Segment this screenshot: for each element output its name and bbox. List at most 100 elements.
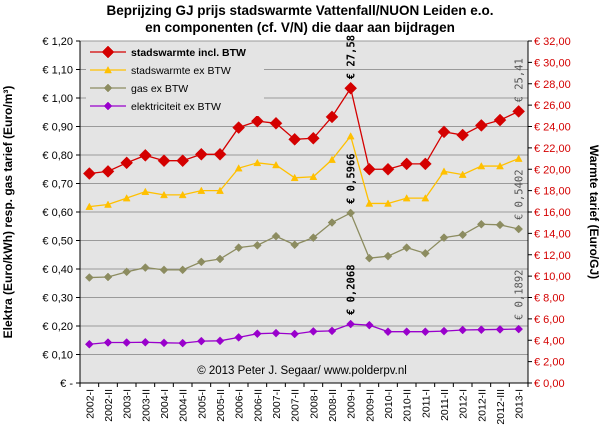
x-tick-label: 2009-I [346, 389, 358, 419]
left-tick-label: € 0,80 [42, 150, 73, 162]
data-point [122, 338, 132, 347]
right-tick-label: € 4,00 [534, 335, 565, 347]
data-point [178, 265, 188, 275]
data-point [346, 319, 356, 329]
data-point [384, 199, 392, 207]
data-point [104, 200, 112, 208]
data-point [439, 326, 449, 336]
data-point [232, 121, 246, 134]
series-1 [85, 132, 523, 210]
x-tick-label: 2005-I [196, 389, 208, 419]
data-point [272, 160, 280, 169]
chart-title-line2: en componenten (cf. V/N) die daar aan bi… [145, 20, 455, 35]
data-point [101, 165, 115, 178]
right-tick-label: € 10,00 [534, 271, 571, 283]
data-point [418, 157, 432, 171]
right-tick-label: € 8,00 [534, 293, 565, 305]
left-tick-label: € 1,20 [42, 36, 73, 48]
data-point [308, 327, 318, 336]
legend-label: gas ex BTW [131, 83, 188, 95]
right-tick-label: € 22,00 [534, 143, 571, 155]
series-2 [84, 208, 524, 282]
right-tick-label: € 24,00 [534, 122, 571, 134]
data-point [252, 329, 262, 339]
data-point [120, 156, 134, 170]
x-tick-label: 2011-II [439, 389, 451, 421]
data-point [327, 326, 337, 336]
data-point [364, 253, 374, 263]
data-point [420, 248, 430, 258]
x-tick-label: 2002-I [84, 389, 96, 419]
right-tick-label: € 18,00 [534, 186, 571, 198]
left-tick-label: € 0,30 [42, 293, 73, 305]
data-point [215, 254, 225, 264]
data-point [328, 155, 336, 163]
right-tick-label: € 2,00 [534, 357, 565, 369]
data-point [346, 132, 355, 140]
left-tick-label: € 1,00 [42, 93, 73, 105]
right-axis-label: Warmte tarief (Euro/GJ) [587, 145, 601, 279]
data-point [496, 162, 504, 170]
data-point [252, 240, 262, 250]
right-tick-label: € 14,00 [534, 228, 571, 240]
left-axis-ticks: € - € 0,10 € 0,20 € 0,30 € 0,40 € 0,50 € 0,60 €… [42, 36, 80, 390]
data-point [234, 243, 244, 252]
data-point [514, 154, 523, 162]
data-point [159, 338, 169, 348]
left-tick-label: € 0,70 [42, 179, 73, 191]
data-point [288, 132, 302, 146]
data-point [458, 325, 468, 335]
data-point [271, 231, 281, 241]
data-point [103, 272, 113, 282]
data-point [194, 147, 208, 161]
legend-label: elektriciteit ex BTW [131, 101, 221, 113]
series-3 [84, 319, 524, 349]
data-point [271, 328, 281, 338]
x-tick-label: 2010-II [402, 389, 414, 422]
data-point [82, 167, 96, 180]
right-tick-label: € 32,00 [534, 36, 571, 48]
x-axis-ticks: 2002-I 2002-II 2003-I 2003-II 2004-I 2004-II 2… [79, 383, 529, 425]
data-point [84, 339, 94, 349]
data-point [215, 336, 225, 346]
data-point [122, 267, 132, 277]
left-tick-label: € 1,10 [42, 65, 73, 77]
data-point [456, 128, 470, 142]
data-point [196, 257, 206, 267]
data-point [421, 194, 430, 202]
data-point [178, 190, 187, 199]
data-point [216, 186, 224, 194]
data-point [85, 202, 94, 210]
x-tick-label: 2013-I [514, 389, 526, 419]
right-tick-label: € 26,00 [534, 100, 571, 112]
data-point [514, 224, 524, 234]
data-point [458, 170, 467, 178]
data-point [122, 194, 131, 202]
legend-label: stadswarmte ex BTW [131, 65, 231, 77]
data-point [458, 230, 468, 240]
left-tick-label: € 0,90 [42, 122, 73, 134]
data-point [402, 243, 412, 252]
data-point [253, 158, 262, 167]
x-tick-label: 2007-II [290, 389, 302, 422]
data-point [84, 273, 94, 282]
data-point [362, 162, 376, 176]
gridlines [80, 40, 528, 355]
x-tick-label: 2007-I [271, 389, 283, 419]
data-point [269, 116, 283, 130]
data-point [103, 83, 113, 93]
x-tick-label: 2012-I [458, 389, 470, 419]
x-tick-label: 2008-I [308, 389, 320, 419]
data-point [234, 164, 243, 172]
data-point [306, 131, 320, 145]
data-point [196, 336, 206, 346]
series-line-1 [89, 134, 519, 208]
right-tick-label: € 12,00 [534, 250, 571, 262]
data-point [383, 251, 393, 261]
data-point [381, 162, 395, 176]
x-tick-label: 2008-II [327, 389, 339, 422]
right-axis-ticks: € 0,00 € 2,00 € 4,00 € 6,00 € 8,00 € 10,00 € 1… [528, 36, 571, 390]
data-point [476, 219, 486, 229]
x-tick-label: 2012-II [476, 389, 488, 422]
data-point [290, 329, 300, 339]
